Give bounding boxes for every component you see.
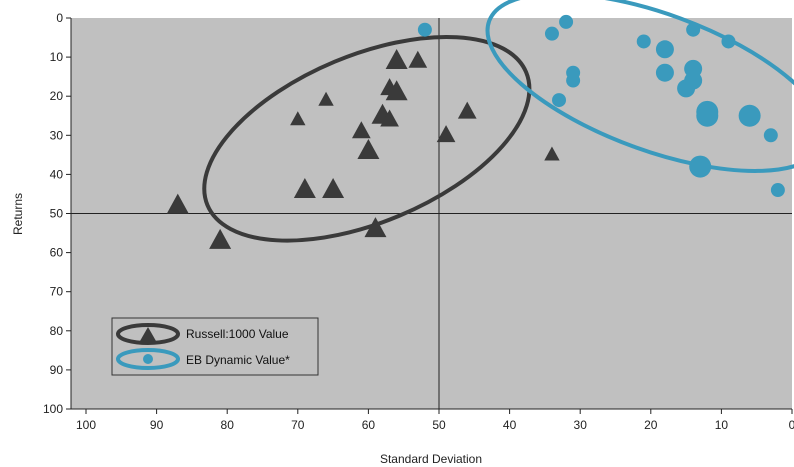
y-tick-label: 30 [50,128,64,142]
eb-point [544,26,559,41]
eb-point [696,104,719,127]
y-tick-label: 40 [50,167,64,181]
legend-eb-circle-icon [143,354,153,364]
russell-point [385,80,408,101]
y-tick-label: 20 [50,89,64,103]
russell-point [385,49,408,70]
x-tick-label: 90 [150,418,164,432]
russell-point [166,193,189,214]
russell-point [351,121,371,139]
data-points [166,14,785,249]
legend-russell-label: Russell:1000 Value [186,327,289,341]
x-tick-label: 100 [76,418,96,432]
y-tick-label: 50 [50,207,64,221]
y-tick-label: 80 [50,324,64,338]
reference-lines [71,18,792,409]
legend-eb-label: EB Dynamic Value* [186,353,290,367]
x-axis-title: Standard Deviation [380,452,482,466]
eb-point [721,34,736,49]
russell-point [209,228,232,249]
russell-point [408,50,428,68]
russell-point [544,146,560,161]
y-axis-ticks: 0 10 20 30 40 50 60 70 80 90 100 [43,11,71,416]
x-tick-label: 20 [644,418,658,432]
eb-point [738,104,761,127]
x-tick-label: 60 [362,418,376,432]
y-tick-label: 90 [50,363,64,377]
eb-point [655,40,674,59]
x-tick-label: 10 [715,418,729,432]
y-tick-label: 100 [43,402,63,416]
y-tick-label: 10 [50,50,64,64]
eb-point [417,22,432,37]
legend-eb-ellipse-icon [116,348,180,370]
legend-russell-ellipse-icon [116,323,180,345]
eb-point [763,128,778,143]
russell-point [318,91,334,106]
eb-point [566,73,581,88]
eb-point [689,155,712,178]
eb-point [636,34,651,49]
russell-point [290,111,306,126]
legend: Russell:1000 Value EB Dynamic Value* [111,317,319,376]
y-axis-title: Returns [11,193,25,235]
legend-russell-triangle-icon [140,327,156,341]
russell-point [293,178,316,199]
y-tick-label: 70 [50,285,64,299]
eb-point [552,93,567,108]
russell-point [322,178,345,199]
group-ellipses [202,0,794,243]
russell-point [436,125,456,143]
russell-point [357,138,380,159]
x-tick-label: 30 [574,418,588,432]
x-tick-label: 70 [291,418,305,432]
y-tick-label: 0 [56,11,63,25]
x-tick-label: 0 [789,418,794,432]
x-tick-label: 80 [221,418,235,432]
eb-point [655,63,674,82]
russell-point [364,217,387,238]
x-axis-ticks: 100 90 80 70 60 50 40 30 20 10 0 [76,409,794,432]
x-tick-label: 50 [432,418,446,432]
legend-box [111,317,319,376]
group-ellipse-eb [485,0,794,173]
eb-point [559,14,574,29]
eb-point [770,183,785,198]
x-tick-label: 40 [503,418,517,432]
russell-point [380,109,399,127]
eb-point [686,22,701,37]
y-tick-label: 60 [50,246,64,260]
eb-point [677,79,696,98]
group-ellipse-russell [202,34,532,243]
russell-point [457,101,477,119]
